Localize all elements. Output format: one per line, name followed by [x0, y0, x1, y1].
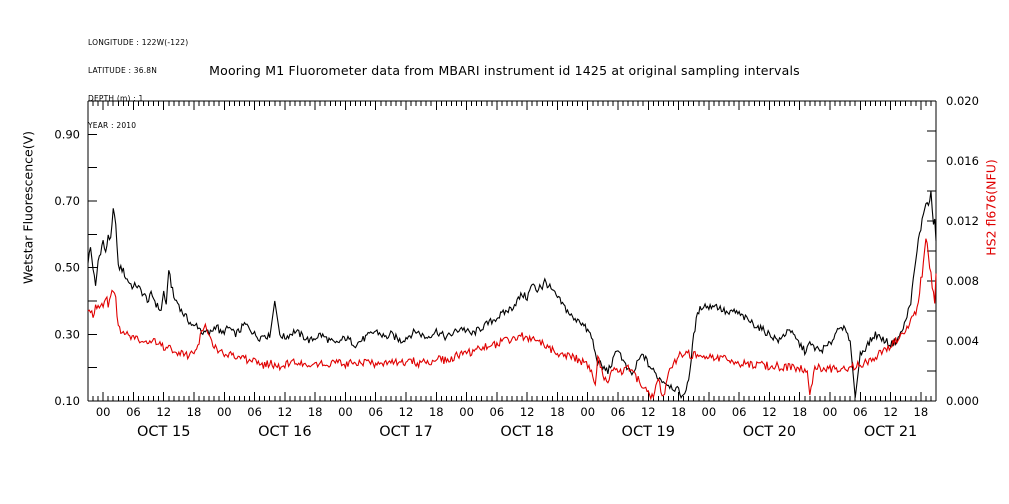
x-axis-hour-label: 00	[96, 405, 111, 419]
y-axis-left-tick-label: 0.30	[54, 327, 80, 341]
x-axis-hour-label: 06	[247, 405, 262, 419]
y-axis-right-tick-label: 0.008	[946, 274, 979, 288]
x-axis-hour-label: 06	[490, 405, 505, 419]
x-axis-hour-label: 18	[792, 405, 807, 419]
metadata-depth: DEPTH (m) : 1	[88, 93, 144, 103]
chart-title: Mooring M1 Fluorometer data from MBARI i…	[209, 63, 800, 78]
x-axis-hour-label: 12	[156, 405, 171, 419]
y-axis-right-tick-label: 0.020	[946, 94, 979, 108]
x-axis-hour-label: 18	[550, 405, 565, 419]
y-axis-left-tick-label: 0.70	[54, 194, 80, 208]
data-series-wetstar-fluorescence	[87, 190, 937, 399]
x-axis-day-label: OCT 15	[137, 424, 190, 440]
x-axis-hour-label: 00	[217, 405, 232, 419]
data-series-hs2-fl676	[87, 238, 937, 401]
x-axis-hour-label: 00	[823, 405, 838, 419]
y-axis-right-tick-label: 0.004	[946, 334, 979, 348]
y-axis-left-tick-label: 0.50	[54, 261, 80, 275]
x-axis-hour-label: 06	[853, 405, 868, 419]
x-axis-hour-label: 00	[459, 405, 474, 419]
x-axis-hour-label: 18	[671, 405, 686, 419]
x-axis-day-label: OCT 18	[500, 424, 553, 440]
x-axis-hour-label: 12	[762, 405, 777, 419]
x-axis-day-label: OCT 21	[864, 424, 917, 440]
metadata-year: YEAR : 2010	[88, 121, 137, 131]
y-axis-right-tick-label: 0.000	[946, 394, 979, 408]
x-axis-hour-label: 06	[368, 405, 383, 419]
x-axis-hour-label: 18	[914, 405, 929, 419]
x-axis-hour-label: 12	[278, 405, 293, 419]
y-axis-left-tick-label: 0.90	[54, 127, 80, 141]
x-axis-hour-label: 00	[338, 405, 353, 419]
x-axis-hour-label: 12	[520, 405, 535, 419]
x-axis-hour-label: 06	[126, 405, 141, 419]
metadata-block: LONGITUDE : 122W(-122) LATITUDE : 36.8N …	[88, 20, 188, 140]
y-axis-right-tick-label: 0.012	[946, 214, 979, 228]
x-axis-day-label: OCT 19	[622, 424, 675, 440]
metadata-latitude: LATITUDE : 36.8N	[88, 66, 158, 76]
x-axis-hour-label: 00	[702, 405, 717, 419]
y-axis-right-tick-label: 0.016	[946, 154, 979, 168]
x-axis-hour-label: 00	[580, 405, 595, 419]
y-axis-left-tick-label: 0.10	[54, 394, 80, 408]
x-axis-hour-label: 12	[883, 405, 898, 419]
x-axis-day-label: OCT 17	[379, 424, 432, 440]
x-axis-hour-label: 12	[399, 405, 414, 419]
x-axis-hour-label: 06	[732, 405, 747, 419]
metadata-longitude: LONGITUDE : 122W(-122)	[88, 38, 189, 48]
x-axis-hour-label: 18	[429, 405, 444, 419]
x-axis-hour-label: 06	[611, 405, 626, 419]
x-axis-day-label: OCT 16	[258, 424, 311, 440]
x-axis-day-label: OCT 20	[743, 424, 796, 440]
x-axis-hour-label: 18	[187, 405, 202, 419]
x-axis-hour-label: 12	[641, 405, 656, 419]
x-axis-hour-label: 18	[308, 405, 323, 419]
